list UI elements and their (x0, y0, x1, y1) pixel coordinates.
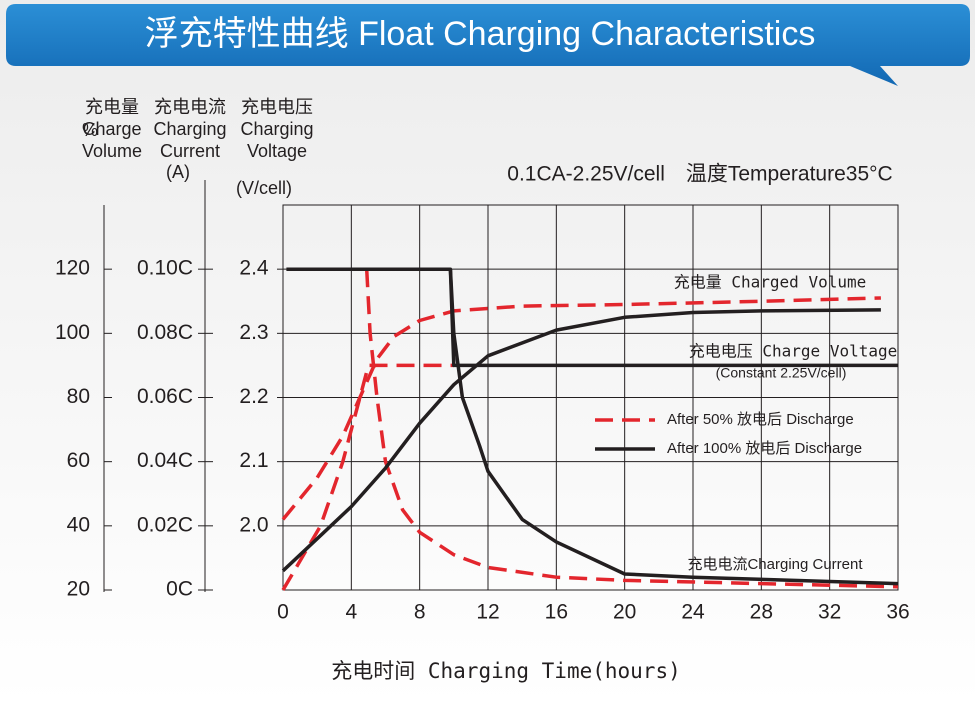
y2-tick-label: 0C (166, 578, 193, 601)
x-tick-label: 16 (545, 601, 568, 624)
curve (281, 296, 881, 521)
axis-header: Charging (240, 119, 313, 139)
y2-tick-label: 0.08C (137, 321, 193, 344)
x-tick-label: 20 (613, 601, 636, 624)
y2-tick-label: 0.10C (137, 257, 193, 280)
x-tick-label: 36 (886, 601, 909, 624)
y3-tick-label: 2.0 (239, 513, 268, 536)
chart-title: 浮充特性曲线 Float Charging Characteristics (145, 15, 816, 53)
axis-header: 充电电流 (154, 97, 226, 117)
axis-unit: % (82, 120, 98, 140)
annotation: 充电量 Charged Volume (674, 273, 867, 292)
y2-tick-label: 0.02C (137, 513, 193, 536)
title-banner (6, 4, 970, 86)
y3-tick-label: 2.2 (239, 385, 268, 408)
annotation: (Constant 2.25V/cell) (716, 365, 847, 381)
axis-header: Volume (82, 141, 142, 161)
legend-label: After 100% 放电后 Discharge (667, 440, 862, 457)
axis-header: Voltage (247, 141, 307, 161)
axis-header: Charging (153, 119, 226, 139)
y3-tick-label: 2.1 (239, 449, 268, 472)
axis-unit: (V/cell) (236, 178, 292, 198)
y3-tick-label: 2.3 (239, 321, 268, 344)
x-tick-label: 0 (277, 601, 289, 624)
y2-tick-label: 0.04C (137, 449, 193, 472)
x-tick-label: 4 (345, 601, 357, 624)
y-tick-label: 60 (67, 449, 90, 472)
axis-header: 充电量 (85, 97, 139, 117)
axis-header: Charge (82, 119, 141, 139)
x-tick-label: 24 (681, 601, 705, 624)
axis-header: 充电电压 (241, 97, 313, 117)
y2-tick-label: 0.06C (137, 385, 193, 408)
y-tick-label: 120 (55, 257, 90, 280)
x-tick-label: 12 (476, 601, 499, 624)
x-tick-label: 8 (414, 601, 426, 624)
curve (281, 363, 454, 591)
annotation: 充电电流Charging Current (687, 556, 863, 573)
x-tick-label: 28 (750, 601, 773, 624)
legend-label: After 50% 放电后 Discharge (667, 411, 854, 428)
annotation: 充电电压 Charge Voltage (689, 342, 898, 361)
y-tick-label: 80 (67, 385, 90, 408)
x-tick-label: 32 (818, 601, 841, 624)
y-tick-label: 40 (67, 513, 90, 536)
axis-header: Current (160, 141, 220, 161)
curve (364, 269, 899, 589)
y3-tick-label: 2.4 (239, 257, 269, 280)
curve (448, 269, 899, 586)
axis-unit: (A) (166, 162, 190, 182)
condition: 0.1CA-2.25V/cell 温度Temperature35°C (507, 163, 892, 186)
curve (281, 308, 881, 573)
y-tick-label: 20 (67, 578, 90, 601)
x-axis-label: 充电时间 Charging Time(hours) (331, 659, 681, 683)
y-tick-label: 100 (55, 321, 90, 344)
